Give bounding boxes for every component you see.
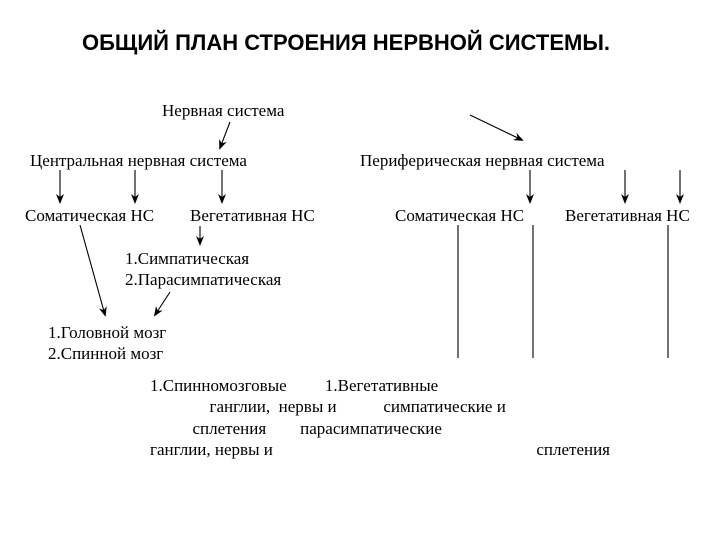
node-cns: Центральная нервная система <box>30 150 247 171</box>
node-bottom: 1.Спинномозговые 1.Вегетативные ганглии,… <box>150 375 610 460</box>
node-root: Нервная система <box>162 100 284 121</box>
node-pns-veg: Вегетативная НС <box>565 205 690 226</box>
node-cns-veg: Вегетативная НС <box>190 205 315 226</box>
node-pns: Периферическая нервная система <box>360 150 605 171</box>
node-brain: 1.Головной мозг 2.Спинной мозг <box>48 322 166 365</box>
node-veg-types: 1.Симпатическая 2.Парасимпатическая <box>125 248 281 291</box>
diagram-canvas: { "canvas": { "width": 720, "height": 54… <box>0 0 720 540</box>
page-title: ОБЩИЙ ПЛАН СТРОЕНИЯ НЕРВНОЙ СИСТЕМЫ. <box>82 30 610 56</box>
node-cns-som: Соматическая НС <box>25 205 154 226</box>
node-pns-som: Соматическая НС <box>395 205 524 226</box>
